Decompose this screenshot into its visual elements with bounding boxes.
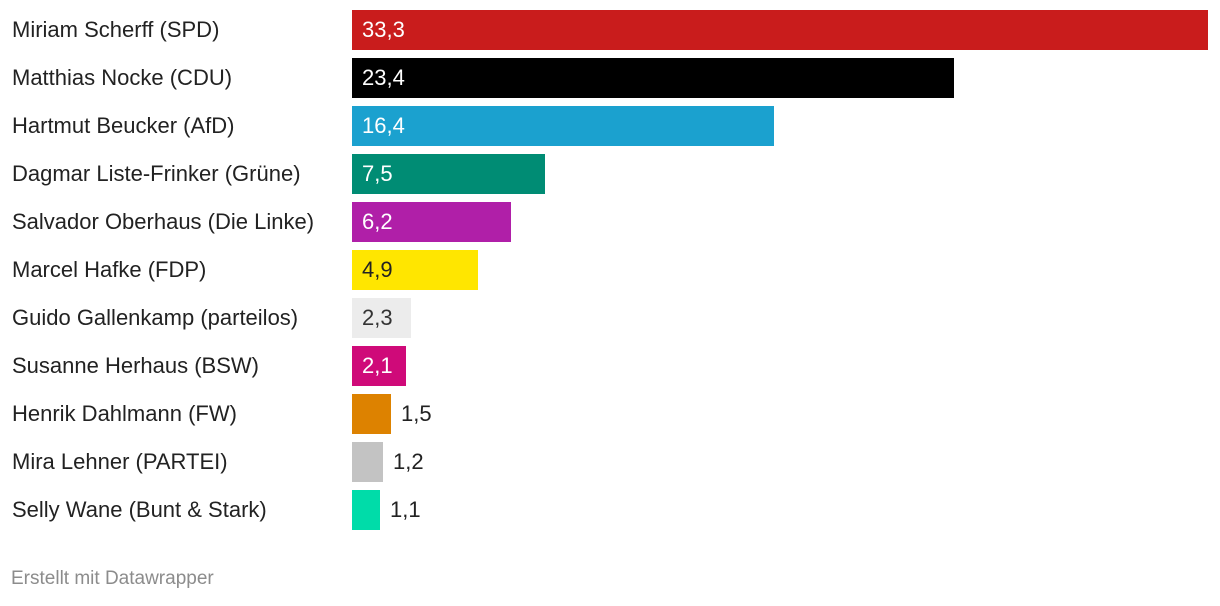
value-label: 2,1 (362, 353, 393, 378)
bar (352, 154, 545, 194)
bar (352, 346, 406, 386)
bar-chart: Miriam Scherff (SPD) 33,3 Matthias Nocke (… (0, 10, 1220, 530)
category-label: Dagmar Liste-Frinker (Grüne) (12, 161, 301, 186)
category-label: Matthias Nocke (CDU) (12, 65, 233, 90)
bar (352, 10, 1208, 50)
value-label: 7,5 (362, 161, 393, 186)
value-label: 1,5 (401, 401, 432, 426)
bar-row: Selly Wane (Bunt & Stark) 1,1 (0, 490, 1220, 530)
bar (352, 250, 478, 290)
bar (352, 106, 774, 146)
category-label: Henrik Dahlmann (FW) (12, 401, 237, 426)
category-label: Miriam Scherff (SPD) (12, 17, 220, 42)
bar (352, 298, 411, 338)
value-label: 2,3 (362, 305, 393, 330)
bar (352, 202, 511, 242)
value-label: 6,2 (362, 209, 393, 234)
bar-row: Henrik Dahlmann (FW) 1,5 (0, 394, 1220, 434)
category-label: Salvador Oberhaus (Die Linke) (12, 209, 315, 234)
bar-row: Miriam Scherff (SPD) 33,3 (0, 10, 1220, 50)
bar-row: Susanne Herhaus (BSW) 2,1 (0, 346, 1220, 386)
bar-row: Mira Lehner (PARTEI) 1,2 (0, 442, 1220, 482)
value-label: 33,3 (362, 17, 405, 42)
value-label: 1,2 (393, 449, 424, 474)
value-label: 16,4 (362, 113, 405, 138)
bar (352, 490, 380, 530)
bar-row: Hartmut Beucker (AfD) 16,4 (0, 106, 1220, 146)
category-label: Selly Wane (Bunt & Stark) (12, 497, 267, 522)
category-label: Guido Gallenkamp (parteilos) (12, 305, 299, 330)
value-label: 23,4 (362, 65, 405, 90)
bar-row: Matthias Nocke (CDU) 23,4 (0, 58, 1220, 98)
bar-row: Guido Gallenkamp (parteilos) 2,3 (0, 298, 1220, 338)
category-label: Hartmut Beucker (AfD) (12, 113, 235, 138)
value-label: 4,9 (362, 257, 393, 282)
category-label: Susanne Herhaus (BSW) (12, 353, 259, 378)
bar-row: Salvador Oberhaus (Die Linke) 6,2 (0, 202, 1220, 242)
value-label: 1,1 (390, 497, 421, 522)
datawrapper-credit: Erstellt mit Datawrapper (11, 568, 214, 589)
bar (352, 58, 954, 98)
category-label: Mira Lehner (PARTEI) (12, 449, 228, 474)
bar-row: Dagmar Liste-Frinker (Grüne) 7,5 (0, 154, 1220, 194)
category-label: Marcel Hafke (FDP) (12, 257, 207, 282)
bar (352, 394, 391, 434)
bar (352, 442, 383, 482)
bar-row: Marcel Hafke (FDP) 4,9 (0, 250, 1220, 290)
